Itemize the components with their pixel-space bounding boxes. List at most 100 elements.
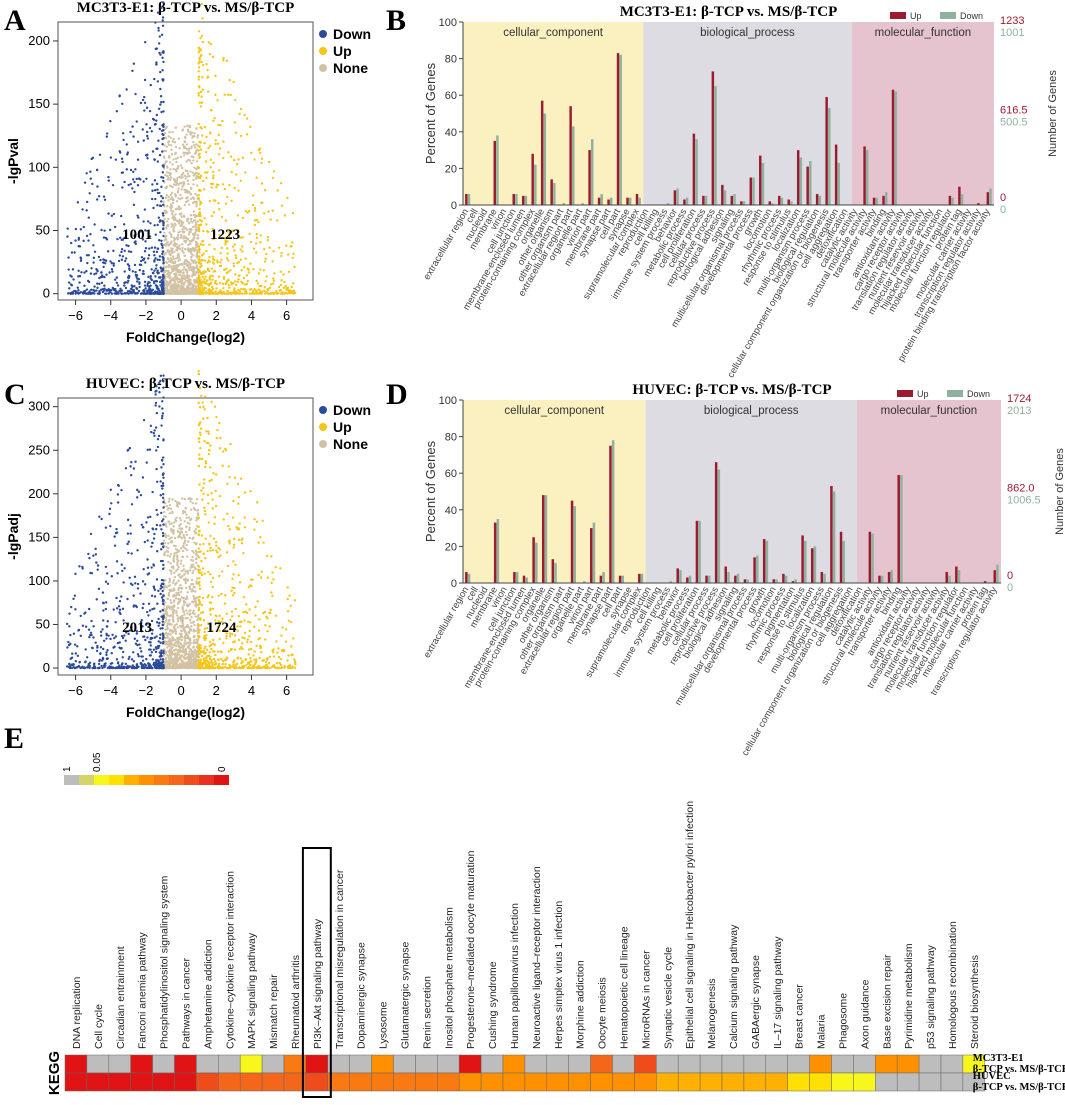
down-point: [161, 19, 164, 22]
up-point: [229, 442, 232, 446]
legend-marker: [319, 30, 327, 38]
down-point: [152, 118, 156, 121]
down-point: [91, 646, 94, 650]
up-point: [271, 594, 274, 598]
none-point: [183, 572, 186, 576]
up-point: [199, 290, 203, 293]
up-point: [203, 280, 206, 284]
none-point: [179, 213, 182, 216]
up-point: [200, 34, 204, 37]
none-point: [172, 637, 175, 641]
up-point: [218, 264, 222, 268]
down-point: [101, 666, 104, 670]
none-point: [189, 193, 193, 196]
none-point: [188, 602, 191, 606]
down-point: [104, 526, 108, 529]
up-point: [197, 606, 201, 610]
down-point: [155, 664, 159, 668]
down-point: [154, 666, 158, 670]
down-bar: [960, 194, 964, 205]
none-point: [185, 656, 189, 660]
up-point: [219, 124, 222, 127]
none-point: [195, 127, 198, 130]
none-point: [183, 125, 186, 128]
down-point: [161, 482, 165, 485]
up-point: [292, 290, 295, 293]
down-point: [141, 664, 145, 667]
none-point: [168, 279, 172, 283]
down-point: [156, 247, 160, 250]
up-point: [201, 76, 204, 79]
down-point: [162, 635, 165, 639]
down-point: [154, 404, 157, 407]
up-point: [241, 245, 244, 248]
up-point: [197, 30, 201, 33]
down-point: [161, 252, 164, 256]
down-point: [161, 171, 164, 174]
none-point: [185, 264, 189, 267]
up-point: [225, 632, 228, 635]
none-point: [171, 255, 175, 258]
down-point: [85, 656, 89, 659]
section-label: cellular_component: [503, 27, 604, 39]
up-point: [205, 249, 208, 253]
none-point: [183, 292, 186, 295]
up-point: [232, 262, 235, 265]
down-point: [110, 502, 113, 505]
up-point: [253, 209, 257, 212]
none-point: [173, 594, 177, 598]
down-point: [153, 588, 157, 592]
up-point: [198, 152, 201, 155]
none-point: [182, 648, 185, 652]
up-point: [198, 145, 201, 148]
right-axis-up-label: 0: [1000, 192, 1006, 204]
up-bar: [787, 199, 790, 205]
none-point: [176, 606, 180, 610]
down-point: [113, 544, 117, 547]
down-point: [162, 640, 165, 644]
down-point: [154, 650, 158, 654]
none-point: [185, 276, 188, 280]
none-point: [179, 263, 182, 266]
none-point: [184, 617, 187, 620]
up-point: [242, 288, 245, 291]
up-point: [279, 657, 282, 661]
down-point: [161, 658, 165, 661]
up-point: [215, 183, 219, 186]
up-point: [224, 243, 227, 246]
down-point: [85, 234, 89, 238]
up-point: [241, 537, 244, 540]
down-point: [88, 556, 91, 560]
up-bar: [825, 97, 828, 205]
up-point: [205, 151, 208, 154]
down-point: [139, 620, 143, 624]
down-point: [136, 291, 139, 295]
none-point: [174, 277, 178, 281]
down-point: [146, 566, 150, 569]
none-point: [194, 641, 197, 644]
none-point: [192, 620, 196, 623]
none-point: [177, 666, 180, 669]
up-point: [280, 204, 284, 207]
none-point: [175, 269, 178, 272]
down-point: [70, 241, 73, 245]
none-point: [173, 521, 176, 524]
down-point: [139, 647, 142, 650]
up-point: [203, 259, 207, 262]
down-point: [143, 208, 147, 211]
up-point: [197, 149, 200, 152]
scatter-points: [66, 1, 297, 295]
up-point: [255, 292, 258, 295]
up-point: [207, 41, 211, 44]
up-point: [284, 628, 288, 631]
down-point: [161, 250, 165, 253]
none-point: [171, 650, 174, 653]
none-point: [171, 130, 174, 134]
none-point: [173, 536, 177, 540]
none-point: [189, 279, 192, 283]
none-point: [172, 183, 176, 186]
down-point: [96, 564, 100, 567]
none-point: [166, 248, 170, 252]
down-point: [93, 662, 96, 665]
up-point: [270, 283, 273, 286]
